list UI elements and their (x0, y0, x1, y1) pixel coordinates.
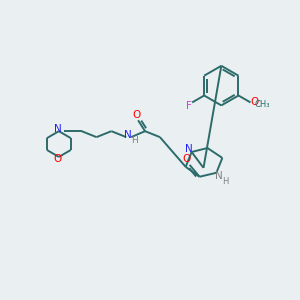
Text: CH₃: CH₃ (255, 100, 270, 109)
Text: O: O (182, 154, 191, 164)
Text: N: N (54, 124, 62, 134)
Text: H: H (131, 136, 137, 145)
Text: F: F (186, 101, 192, 111)
Text: O: O (132, 110, 140, 120)
Text: O: O (54, 154, 62, 164)
Text: N: N (185, 144, 193, 154)
Text: N: N (215, 171, 223, 181)
Text: N: N (124, 130, 132, 140)
Text: O: O (250, 98, 259, 107)
Text: H: H (222, 177, 229, 186)
